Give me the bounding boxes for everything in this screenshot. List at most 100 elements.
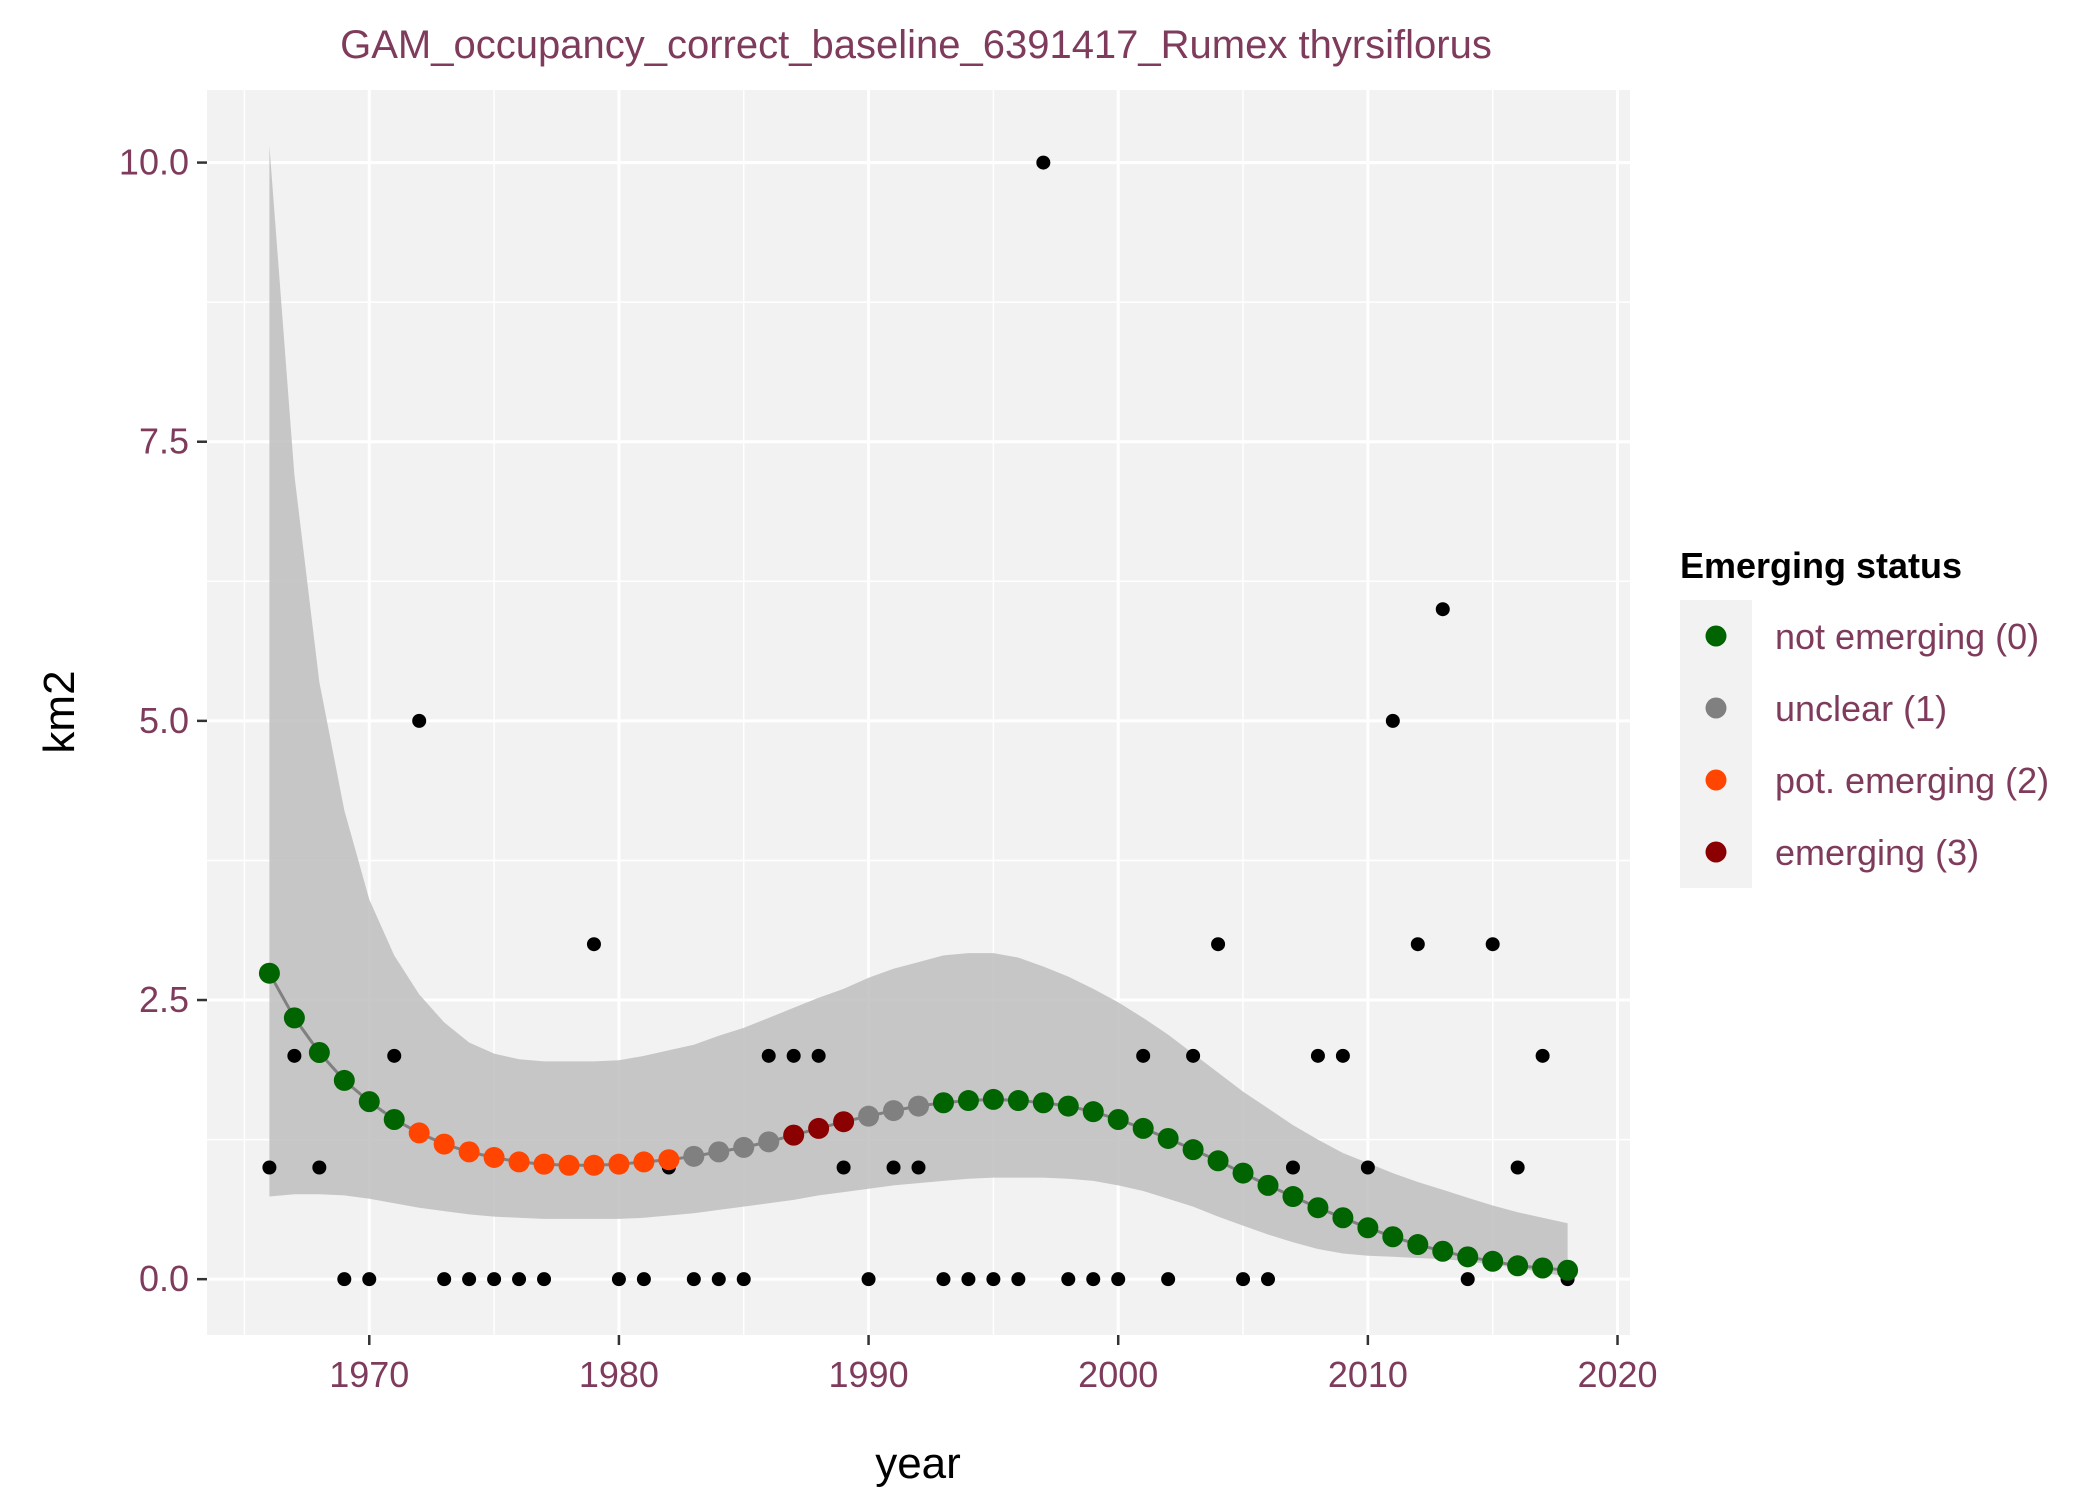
legend-key — [1705, 769, 1727, 791]
observed-point — [537, 1272, 552, 1287]
fitted-point — [1032, 1092, 1054, 1114]
x-tick-label: 2020 — [1577, 1354, 1657, 1395]
observed-point — [1211, 937, 1226, 952]
fitted-point — [633, 1151, 655, 1173]
observed-point — [861, 1272, 876, 1287]
legend-key — [1705, 697, 1727, 719]
fitted-point — [833, 1111, 855, 1133]
y-tick-label: 10.0 — [119, 142, 189, 183]
observed-point — [362, 1272, 377, 1287]
fitted-point — [1207, 1150, 1229, 1172]
fitted-point — [658, 1149, 680, 1171]
observed-point — [686, 1272, 701, 1287]
fitted-point — [1407, 1234, 1429, 1256]
y-tick-label: 5.0 — [139, 700, 189, 741]
fitted-point — [1282, 1186, 1304, 1208]
observed-point — [711, 1272, 726, 1287]
legend-key-background — [1680, 600, 1752, 888]
legend-entries: not emerging (0) unclear (1) pot. emerging… — [1705, 616, 2049, 873]
observed-point — [611, 1272, 626, 1287]
x-tick-label: 2010 — [1328, 1354, 1408, 1395]
observed-point — [886, 1160, 901, 1175]
fitted-point — [508, 1151, 530, 1173]
axes: 1970 1980 1990 2000 2010 2020 0.0 2.5 5.0 7.5 10.0 — [119, 142, 1658, 1395]
observed-point — [487, 1272, 502, 1287]
observed-point — [1136, 1048, 1151, 1063]
observed-point — [287, 1048, 302, 1063]
observed-point — [1510, 1160, 1525, 1175]
observed-point — [1285, 1160, 1300, 1175]
confidence-band-area — [269, 145, 1568, 1277]
fitted-point — [483, 1146, 505, 1168]
observed-point — [1161, 1272, 1176, 1287]
legend-title: Emerging status — [1680, 545, 1962, 586]
observed-point — [961, 1272, 976, 1287]
observed-point — [786, 1048, 801, 1063]
observed-point — [836, 1160, 851, 1175]
observed-point — [1435, 602, 1450, 617]
observed-point — [1186, 1048, 1201, 1063]
fitted-point — [383, 1108, 405, 1130]
legend-label: not emerging (0) — [1775, 616, 2039, 657]
observed-point — [1310, 1048, 1325, 1063]
fitted-point — [758, 1131, 780, 1153]
observed-point — [1261, 1272, 1276, 1287]
observed-point — [437, 1272, 452, 1287]
fitted-points — [258, 962, 1579, 1281]
fitted-point — [458, 1141, 480, 1163]
fitted-point — [982, 1088, 1004, 1110]
observed-point — [1011, 1272, 1026, 1287]
observed-point — [1036, 155, 1051, 170]
fitted-point — [708, 1141, 730, 1163]
observed-point — [462, 1272, 477, 1287]
fitted-point — [558, 1154, 580, 1176]
fitted-point — [258, 962, 280, 984]
fitted-point — [308, 1042, 330, 1064]
fitted-point — [1382, 1226, 1404, 1248]
observed-point — [1485, 937, 1500, 952]
observed-point — [1335, 1048, 1350, 1063]
fitted-point — [858, 1105, 880, 1127]
fitted-point — [957, 1090, 979, 1112]
y-tick-label: 0.0 — [139, 1258, 189, 1299]
observed-point — [412, 713, 427, 728]
fitted-point — [1007, 1090, 1029, 1112]
legend-key — [1705, 841, 1727, 863]
observed-point — [936, 1272, 951, 1287]
fitted-point — [1307, 1197, 1329, 1219]
observed-point — [1236, 1272, 1251, 1287]
fitted-point — [932, 1092, 954, 1114]
observed-point — [1086, 1272, 1101, 1287]
y-tick-label: 2.5 — [139, 979, 189, 1020]
legend-label: pot. emerging (2) — [1775, 760, 2049, 801]
observed-point — [811, 1048, 826, 1063]
x-tick-label: 1970 — [329, 1354, 409, 1395]
fitted-point — [783, 1124, 805, 1146]
fitted-point — [1182, 1139, 1204, 1161]
fitted-point — [1457, 1246, 1479, 1268]
observed-point — [586, 937, 601, 952]
fitted-point — [1532, 1257, 1554, 1279]
fitted-point — [1557, 1259, 1579, 1281]
fitted-point — [283, 1007, 305, 1029]
observed-point — [1111, 1272, 1126, 1287]
fitted-point — [1507, 1255, 1529, 1277]
fitted-point — [333, 1069, 355, 1091]
x-axis-title: year — [875, 1439, 961, 1488]
chart-title: GAM_occupancy_correct_baseline_6391417_R… — [340, 23, 1492, 67]
fitted-point — [1357, 1217, 1379, 1239]
observed-point — [337, 1272, 352, 1287]
observed-point — [636, 1272, 651, 1287]
fitted-point — [908, 1095, 929, 1117]
observed-point — [1410, 937, 1425, 952]
fitted-point — [1132, 1117, 1154, 1139]
observed-point — [1061, 1272, 1076, 1287]
fitted-point — [883, 1100, 905, 1122]
legend-label: unclear (1) — [1775, 688, 1947, 729]
fitted-point — [1082, 1101, 1104, 1123]
observed-point — [512, 1272, 527, 1287]
fitted-point — [733, 1136, 755, 1158]
fitted-point — [1107, 1108, 1129, 1130]
fitted-point — [1232, 1162, 1254, 1184]
